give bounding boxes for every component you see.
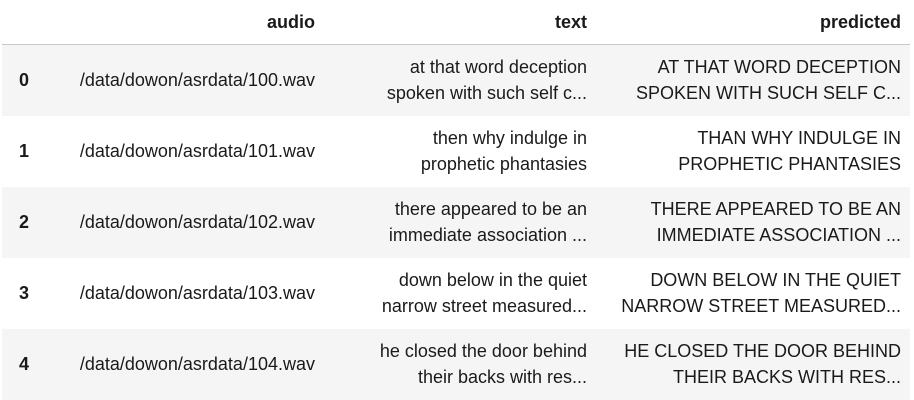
table-row: 4 /data/dowon/asrdata/104.wav he closed …	[2, 328, 910, 400]
header-row: audio text predicted	[2, 0, 910, 45]
audio-cell: /data/dowon/asrdata/104.wav	[79, 354, 315, 374]
text-cell: then why indulge in prophetic phantasies	[420, 128, 587, 174]
audio-cell: /data/dowon/asrdata/101.wav	[79, 141, 315, 161]
table-header: audio text predicted	[2, 0, 910, 45]
audio-cell: /data/dowon/asrdata/103.wav	[79, 283, 315, 303]
audio-cell: /data/dowon/asrdata/100.wav	[79, 70, 315, 91]
table-row: 2 /data/dowon/asrdata/102.wav there appe…	[2, 186, 910, 258]
audio-column-header: audio	[38, 0, 324, 45]
table-row: 3 /data/dowon/asrdata/103.wav down below…	[2, 258, 910, 329]
row-index: 1	[18, 141, 29, 161]
text-cell: down below in the quiet narrow street me…	[381, 270, 587, 316]
text-cell: there appeared to be an immediate associ…	[388, 199, 587, 245]
row-index: 2	[18, 212, 29, 232]
text-cell: he closed the door behind their backs wi…	[379, 341, 587, 387]
predicted-column-header: predicted	[596, 0, 910, 45]
predicted-cell: DOWN BELOW IN THE QUIET NARROW STREET ME…	[621, 270, 901, 316]
table-row: 0 /data/dowon/asrdata/100.wav at that wo…	[2, 44, 910, 116]
row-index: 0	[18, 70, 29, 91]
predicted-cell: THERE APPEARED TO BE AN IMMEDIATE ASSOCI…	[650, 199, 901, 245]
text-cell: at that word deception spoken with such …	[386, 57, 587, 104]
row-index: 3	[18, 283, 29, 303]
predicted-cell: THAN WHY INDULGE IN PROPHETIC PHANTASIES	[678, 128, 901, 174]
text-column-header: text	[324, 0, 596, 45]
table-body: 0 /data/dowon/asrdata/100.wav at that wo…	[2, 44, 910, 400]
predicted-cell: HE CLOSED THE DOOR BEHIND THEIR BACKS WI…	[624, 341, 901, 387]
table-row: 1 /data/dowon/asrdata/101.wav then why i…	[2, 116, 910, 187]
index-column-header	[2, 0, 38, 45]
predicted-cell: AT THAT WORD DECEPTION SPOKEN WITH SUCH …	[635, 57, 901, 104]
audio-cell: /data/dowon/asrdata/102.wav	[79, 212, 315, 232]
row-index: 4	[18, 354, 29, 374]
